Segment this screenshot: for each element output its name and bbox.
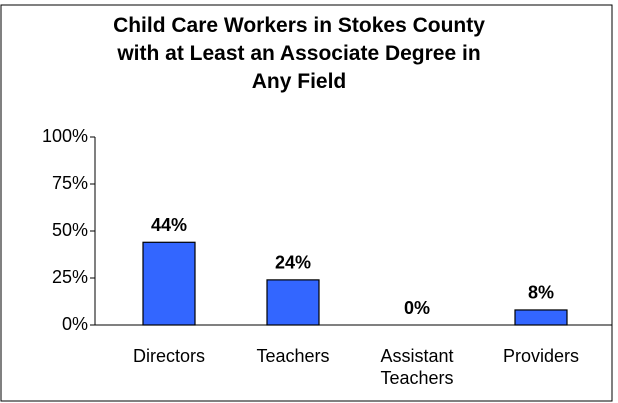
bar xyxy=(142,241,196,326)
bar xyxy=(514,309,568,326)
chart-frame xyxy=(0,4,613,402)
bar xyxy=(266,279,320,326)
x-tick-label: Assistant Teachers xyxy=(380,346,454,388)
y-tick-label: 25% xyxy=(52,267,88,287)
y-tick-label: 50% xyxy=(52,220,88,240)
y-tick-label: 0% xyxy=(62,314,88,334)
x-tick-label: Directors xyxy=(132,346,205,366)
value-label: 0% xyxy=(404,298,430,318)
value-label: 44% xyxy=(151,215,187,235)
value-label: 8% xyxy=(528,283,554,303)
chart-title: Child Care Workers in Stokes County with… xyxy=(113,14,485,93)
y-tick-label: 100% xyxy=(42,126,88,146)
y-tick-label: 75% xyxy=(52,173,88,193)
x-tick-label: Teachers xyxy=(256,346,330,366)
x-tick-label: Providers xyxy=(502,346,580,366)
value-label: 24% xyxy=(275,253,311,273)
